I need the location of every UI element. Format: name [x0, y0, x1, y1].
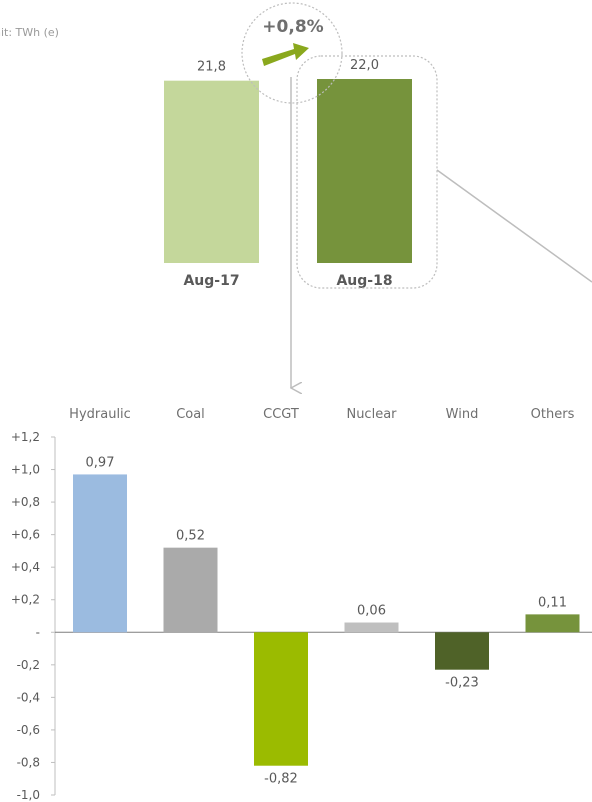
bar-wind: [435, 632, 489, 670]
category-label: Coal: [176, 407, 205, 422]
bar-aug-18: [317, 79, 412, 263]
category-label: Others: [531, 407, 575, 422]
y-tick-label: +0,8: [11, 495, 40, 509]
y-tick-label: -0,4: [17, 690, 40, 704]
change-highlight-circle: [241, 2, 343, 104]
category-label: Wind: [446, 407, 479, 422]
bottom-chart: +1,2 +1,0 +0,8 +0,6 +0,4 +0,2 - -0,2 -0,4 -0,6 -0,…: [11, 407, 592, 802]
value-label: 0,11: [538, 595, 567, 610]
value-label: -0,82: [264, 772, 298, 787]
bar-aug-17: [164, 80, 259, 263]
change-label: +0,8%: [262, 17, 323, 37]
category-label: CCGT: [263, 407, 299, 422]
y-tick-label: +0,6: [11, 528, 40, 542]
y-tick-label: -0,6: [17, 723, 40, 737]
category-label: Nuclear: [346, 407, 397, 422]
connector-line: [436, 169, 592, 283]
value-label: -0,23: [445, 676, 479, 691]
y-tick-label: -1,0: [17, 788, 40, 802]
category-label: Hydraulic: [69, 407, 131, 422]
category-label: Aug-18: [336, 273, 392, 289]
category-label: Aug-17: [183, 273, 239, 289]
aug18-highlight-box: [296, 55, 438, 289]
bar-coal: [163, 547, 218, 633]
top-chart: 21,8 Aug-17 22,0 Aug-18: [164, 58, 412, 289]
y-tick-label: -0,2: [17, 658, 40, 672]
value-label: 0,52: [176, 529, 205, 544]
value-label: 21,8: [197, 60, 226, 75]
bar-others: [525, 614, 580, 633]
growth-arrow-icon: [262, 43, 309, 66]
value-label: 0,06: [357, 604, 386, 619]
y-tick-label: +1,2: [11, 430, 40, 444]
y-tick-label: -: [36, 625, 40, 639]
bar-hydraulic: [73, 474, 127, 633]
y-tick-label: -0,8: [17, 755, 40, 769]
unit-label: nit: TWh (e): [0, 26, 59, 39]
y-tick-label: +0,4: [11, 560, 40, 574]
value-label: 22,0: [350, 58, 379, 73]
y-tick-label: +0,2: [11, 593, 40, 607]
bar-nuclear: [344, 622, 399, 633]
y-tick-label: +1,0: [11, 463, 40, 477]
value-label: 0,97: [86, 455, 115, 470]
bar-ccgt: [254, 632, 308, 766]
